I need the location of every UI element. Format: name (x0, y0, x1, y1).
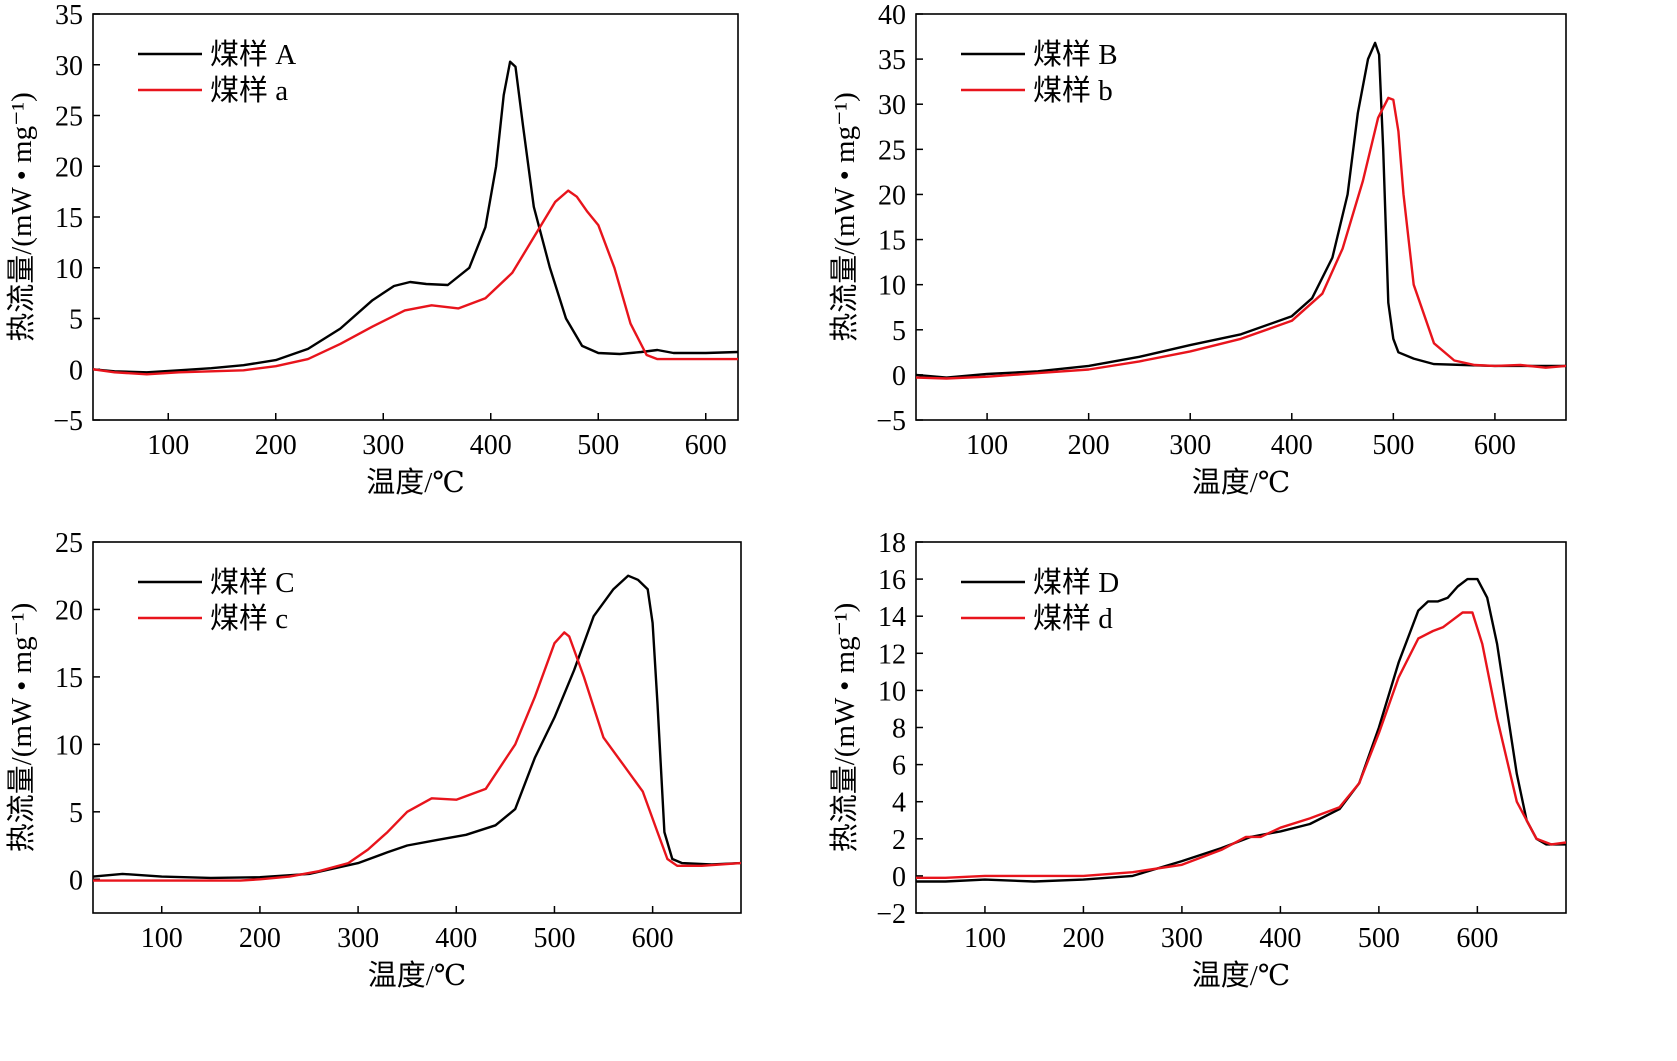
chart-b-xtick-label-100: 100 (966, 430, 1008, 461)
chart-d-ytick-label--2: −2 (876, 899, 906, 930)
chart-a-xtick-label-300: 300 (362, 430, 404, 461)
chart-a-ylabel: 热流量/(mW • mg⁻¹) (5, 92, 38, 342)
chart-a-legend-label-1: 煤样 A (210, 38, 296, 71)
chart-c-legend-label-1: 煤样 C (210, 566, 295, 599)
chart-c-xtick-label-500: 500 (533, 923, 575, 954)
chart-c-xtick-label-100: 100 (141, 923, 183, 954)
chart-a-series-upper-line (93, 60, 738, 374)
chart-d-ytick-label-14: 14 (878, 602, 906, 633)
chart-b-ytick-label--5: −5 (876, 406, 906, 437)
chart-b-legend-label-2: 煤样 b (1033, 74, 1113, 107)
chart-d-svg: 100 200 300 400 500 600 −2 0 2 4 6 8 10 12 14 16 18 温度/℃ 热… (828, 528, 1567, 992)
chart-d-ytick-label-12: 12 (878, 639, 906, 670)
chart-a-ytick-label-25: 25 (55, 102, 83, 133)
chart-b-ylabel: 热流量/(mW • mg⁻¹) (828, 92, 861, 342)
chart-a-xtick-label-200: 200 (255, 430, 297, 461)
chart-b-xtick-label-600: 600 (1474, 430, 1516, 461)
chart-a-xtick-label-600: 600 (685, 430, 727, 461)
chart-b-svg: 100 200 300 400 500 600 −5 0 5 10 15 20 25 30 35 40 温度/℃… (828, 0, 1567, 499)
chart-b-ytick-label-0: 0 (892, 361, 906, 392)
chart-panel-d: 100 200 300 400 500 600 −2 0 2 4 6 8 10 12 14 16 18 温度/℃ 热… (828, 528, 1677, 1061)
chart-d-xtick-label-400: 400 (1259, 923, 1301, 954)
chart-d-xtick-label-300: 300 (1161, 923, 1203, 954)
chart-d-ylabel: 热流量/(mW • mg⁻¹) (828, 603, 861, 853)
chart-b-ytick-label-25: 25 (878, 135, 906, 166)
chart-b-frame (915, 13, 1567, 421)
chart-c-ytick-label-20: 20 (55, 595, 83, 626)
chart-c-xtick-label-600: 600 (632, 923, 674, 954)
chart-c-ytick-label-0: 0 (69, 865, 83, 896)
chart-b-xtick-label-500: 500 (1372, 430, 1414, 461)
chart-b-ytick-label-35: 35 (878, 45, 906, 76)
chart-d-xtick-label-100: 100 (964, 923, 1006, 954)
chart-a-ytick-label-15: 15 (55, 203, 83, 234)
chart-c-series-lower-line (93, 631, 741, 882)
chart-c-xtick-label-300: 300 (337, 923, 379, 954)
chart-d-ytick-label-6: 6 (892, 751, 906, 782)
chart-b-series-lower-line (916, 96, 1566, 380)
chart-c-series-upper-line (93, 574, 741, 880)
chart-d-series-upper-line (916, 577, 1566, 883)
chart-a-legend-label-2: 煤样 a (210, 74, 288, 107)
chart-d-ytick-label-2: 2 (892, 825, 906, 856)
chart-d-ytick-label-4: 4 (892, 788, 906, 819)
chart-b-series-upper-line (916, 41, 1566, 379)
chart-b-ytick-label-20: 20 (878, 180, 906, 211)
chart-a-series-lower-line (93, 189, 738, 376)
chart-panel-a: 100 200 300 400 500 600 −5 0 5 10 15 20 25 30 35 温度/℃ 热流… (0, 0, 800, 530)
chart-c-legend-label-2: 煤样 c (210, 602, 288, 635)
chart-d-legend-label-2: 煤样 d (1033, 602, 1113, 635)
chart-a-frame (92, 13, 739, 421)
chart-b-ytick-label-30: 30 (878, 90, 906, 121)
chart-b-ytick-label-5: 5 (892, 316, 906, 347)
chart-d-xtick-label-500: 500 (1358, 923, 1400, 954)
chart-d-ytick-label-10: 10 (878, 676, 906, 707)
chart-a-xtick-label-400: 400 (470, 430, 512, 461)
chart-b-ytick-label-10: 10 (878, 271, 906, 302)
chart-c-ytick-label-5: 5 (69, 798, 83, 829)
chart-c-ytick-label-25: 25 (55, 528, 83, 559)
chart-d-ytick-label-18: 18 (878, 528, 906, 559)
chart-a-ytick-label-10: 10 (55, 254, 83, 285)
chart-b-xtick-label-400: 400 (1271, 430, 1313, 461)
chart-c-frame (92, 541, 742, 914)
chart-b-xtick-label-200: 200 (1068, 430, 1110, 461)
chart-a-ytick-label--5: −5 (53, 406, 83, 437)
chart-d-xtick-label-200: 200 (1062, 923, 1104, 954)
chart-d-xlabel: 温度/℃ (1192, 959, 1291, 992)
chart-d-ytick-label-8: 8 (892, 714, 906, 745)
chart-a-ytick-label-30: 30 (55, 51, 83, 82)
chart-a-ytick-label-5: 5 (69, 305, 83, 336)
chart-a-xtick-label-500: 500 (577, 430, 619, 461)
chart-b-xlabel: 温度/℃ (1192, 466, 1291, 499)
chart-a-ytick-label-20: 20 (55, 152, 83, 183)
chart-a-xtick-label-100: 100 (147, 430, 189, 461)
chart-b-legend-label-1: 煤样 B (1033, 38, 1118, 71)
chart-a-ytick-label-0: 0 (69, 355, 83, 386)
chart-panel-b: 100 200 300 400 500 600 −5 0 5 10 15 20 25 30 35 40 温度/℃… (828, 0, 1677, 530)
chart-c-xtick-label-400: 400 (435, 923, 477, 954)
chart-c-xtick-label-200: 200 (239, 923, 281, 954)
chart-c-ytick-label-10: 10 (55, 730, 83, 761)
chart-b-ytick-label-15: 15 (878, 226, 906, 257)
chart-a-ytick-label-35: 35 (55, 0, 83, 31)
chart-d-xtick-label-600: 600 (1456, 923, 1498, 954)
chart-d-series-lower-line (916, 611, 1566, 879)
chart-c-svg: 100 200 300 400 500 600 0 5 10 15 20 25 温度/℃ 热流量/(mW … (5, 528, 742, 992)
chart-a-svg: 100 200 300 400 500 600 −5 0 5 10 15 20 25 30 35 温度/℃ 热流… (5, 0, 739, 499)
chart-a-xlabel: 温度/℃ (366, 466, 465, 499)
chart-d-ytick-label-0: 0 (892, 862, 906, 893)
chart-b-ytick-label-40: 40 (878, 0, 906, 31)
chart-d-frame (915, 541, 1567, 914)
chart-c-ylabel: 热流量/(mW • mg⁻¹) (5, 603, 38, 853)
chart-c-ytick-label-15: 15 (55, 663, 83, 694)
chart-c-xlabel: 温度/℃ (368, 959, 467, 992)
chart-d-ytick-label-16: 16 (878, 565, 906, 596)
chart-panel-c: 100 200 300 400 500 600 0 5 10 15 20 25 温度/℃ 热流量/(mW … (0, 528, 800, 1061)
chart-d-legend-label-1: 煤样 D (1033, 566, 1119, 599)
chart-b-xtick-label-300: 300 (1169, 430, 1211, 461)
